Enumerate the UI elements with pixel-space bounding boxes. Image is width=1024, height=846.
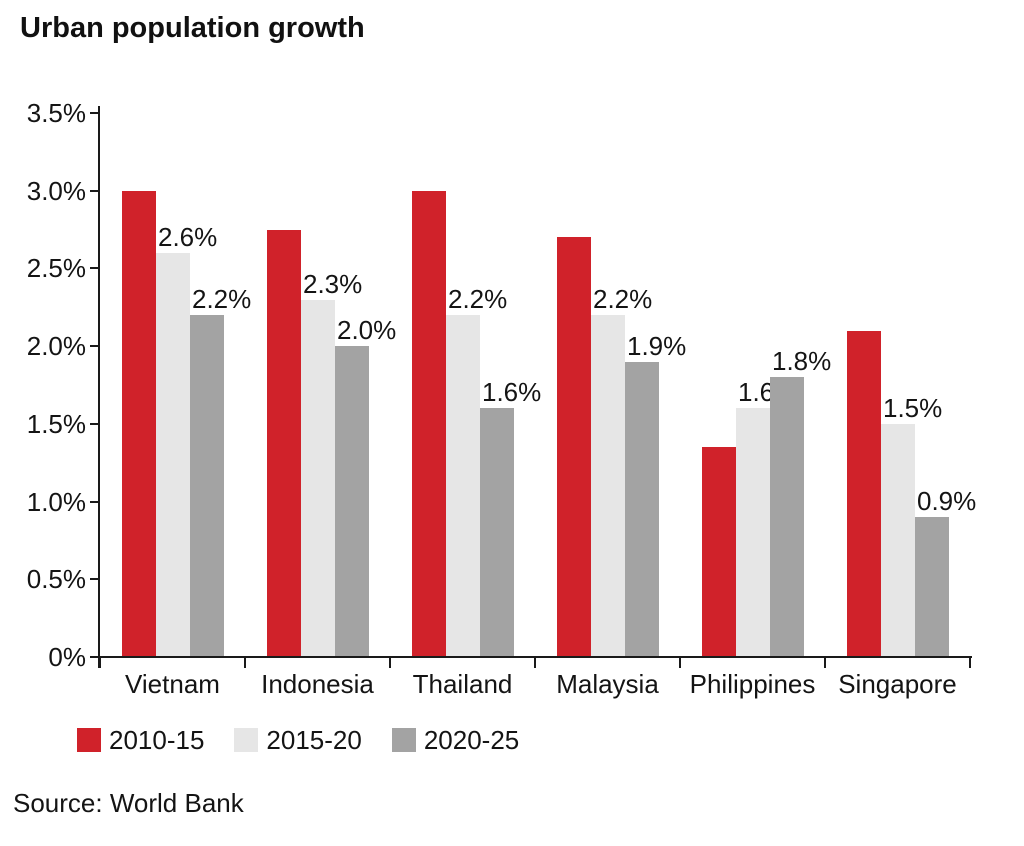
y-axis-label: 0.5% — [26, 564, 86, 595]
bar-philippines-2015-20 — [736, 408, 770, 657]
bar-indonesia-2020-25 — [335, 346, 369, 657]
bar-singapore-2020-25 — [915, 517, 949, 657]
x-axis-label-indonesia: Indonesia — [261, 669, 374, 699]
bar-value-label: 2.2% — [448, 284, 508, 314]
y-axis-label: 2.0% — [26, 331, 86, 362]
y-axis-tick — [90, 500, 99, 503]
legend-item-2020-25: 2020-25 — [391, 725, 520, 755]
x-axis-label-vietnam: Vietnam — [125, 669, 220, 699]
bar-thailand-2020-25 — [480, 408, 514, 657]
bar-value-label: 1.9% — [627, 331, 687, 361]
bar-indonesia-2010-15 — [267, 230, 301, 657]
bar-philippines-2010-15 — [702, 447, 736, 657]
bar-philippines-2020-25 — [770, 377, 804, 657]
y-axis-line — [98, 106, 100, 668]
bar-singapore-2015-20 — [881, 424, 915, 657]
x-axis-line — [98, 656, 972, 658]
x-axis-tick — [244, 658, 246, 668]
legend-swatch-2020-25 — [391, 728, 416, 752]
x-axis-label-malaysia: Malaysia — [556, 669, 659, 699]
x-axis-tick — [534, 658, 536, 668]
bar-thailand-2010-15 — [412, 191, 446, 657]
y-axis-label: 1.0% — [26, 486, 86, 517]
y-axis-tick — [90, 189, 99, 192]
y-axis-label: 1.5% — [26, 408, 86, 439]
y-axis-tick — [90, 578, 99, 581]
x-axis-label-philippines: Philippines — [689, 669, 816, 699]
bar-vietnam-2015-20 — [156, 253, 190, 657]
bar-value-label: 2.6% — [158, 222, 218, 252]
bar-malaysia-2015-20 — [591, 315, 625, 657]
bar-value-label: 2.0% — [337, 315, 397, 345]
y-axis-label: 3.5% — [26, 98, 86, 128]
x-axis-tick — [389, 658, 391, 668]
bar-singapore-2010-15 — [847, 331, 881, 657]
bar-value-label: 0.9% — [917, 486, 977, 516]
bar-value-label: 2.3% — [303, 269, 363, 299]
bar-malaysia-2020-25 — [625, 362, 659, 657]
legend-item-2010-15: 2010-15 — [77, 727, 204, 753]
legend-label-2020-25: 2020-25 — [423, 725, 520, 755]
y-axis-tick — [90, 267, 99, 270]
y-axis-tick — [90, 422, 99, 425]
y-axis-label: 3.0% — [26, 175, 86, 206]
y-axis-label: 0% — [48, 642, 86, 672]
bar-vietnam-2010-15 — [122, 191, 156, 657]
x-axis-tick — [99, 658, 101, 668]
x-axis-tick — [824, 658, 826, 668]
legend-swatch-2010-15 — [77, 728, 101, 752]
x-axis-label-singapore: Singapore — [838, 669, 957, 699]
x-axis-tick — [679, 658, 681, 668]
source-note: Source: World Bank — [13, 788, 244, 818]
bar-value-label: 2.2% — [593, 284, 653, 314]
bar-value-label: 1.6% — [482, 377, 542, 407]
legend-label-2015-20: 2015-20 — [266, 725, 362, 755]
x-axis-label-thailand: Thailand — [412, 669, 513, 699]
x-axis-tick — [969, 658, 971, 668]
y-axis-tick — [90, 112, 99, 114]
legend-swatch-2015-20 — [234, 728, 259, 752]
y-axis-tick — [90, 345, 99, 348]
bar-value-label: 1.5% — [883, 393, 943, 423]
legend-item-2015-20: 2015-20 — [234, 725, 362, 755]
chart-title: Urban population growth — [20, 12, 365, 44]
y-axis-tick — [90, 656, 99, 658]
bar-value-label: 1.8% — [772, 346, 832, 376]
bar-value-label: 2.2% — [192, 284, 252, 314]
bar-thailand-2015-20 — [446, 315, 480, 657]
bar-malaysia-2010-15 — [557, 237, 591, 657]
legend: 2010-15 2015-20 2020-25 — [77, 727, 519, 753]
bar-indonesia-2015-20 — [301, 300, 335, 657]
bar-vietnam-2020-25 — [190, 315, 224, 657]
y-axis-label: 2.5% — [26, 253, 86, 284]
legend-label-2010-15: 2010-15 — [109, 725, 205, 755]
